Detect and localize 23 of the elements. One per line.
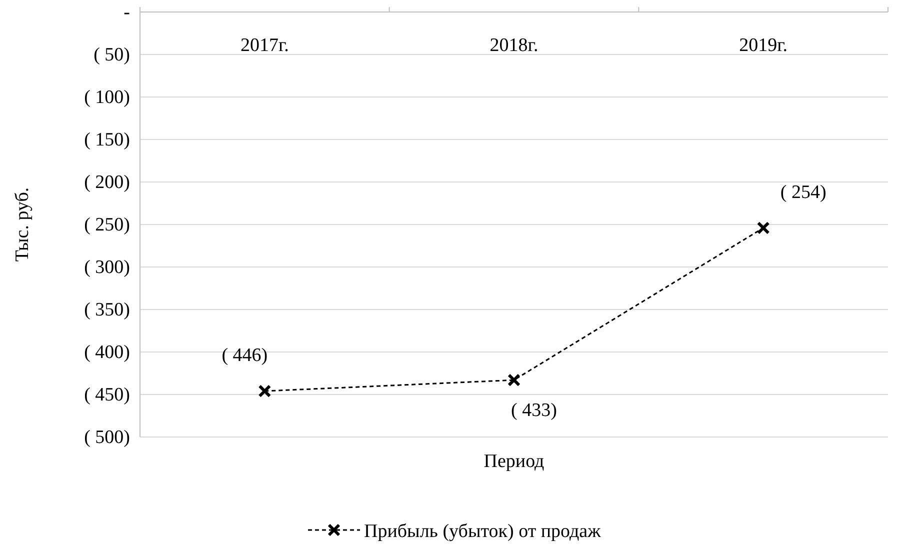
point <box>258 384 272 398</box>
y-tick-label: ( 450) <box>84 384 130 406</box>
y-tick-label: ( 50) <box>94 44 130 66</box>
y-tick-label: ( 300) <box>84 257 130 278</box>
y-tick-label: ( 100) <box>84 87 130 108</box>
x-tick-label: 2018г. <box>490 35 538 56</box>
x-tick-label: 2019г. <box>739 35 788 56</box>
data-label: ( 433) <box>511 400 557 422</box>
data-label: ( 446) <box>222 345 268 366</box>
y-tick-label: ( 250) <box>84 214 130 236</box>
y-tick-label: ( 400) <box>84 342 130 363</box>
y-axis-title: Тыс. руб. <box>12 187 33 262</box>
y-tick-label: ( 200) <box>84 172 130 193</box>
point <box>756 221 770 234</box>
legend-label: Прибыль (убыток) от продаж <box>364 521 602 542</box>
x-axis-title: Период <box>484 451 545 472</box>
y-tick-label: ( 150) <box>84 130 130 150</box>
y-tick-label: - <box>124 2 130 23</box>
y-tick-label: ( 350) <box>84 300 130 320</box>
data-label: ( 254) <box>780 182 826 203</box>
point <box>508 374 520 387</box>
x-tick-label: 2017г. <box>240 35 289 56</box>
y-tick-label: ( 500) <box>84 427 130 448</box>
